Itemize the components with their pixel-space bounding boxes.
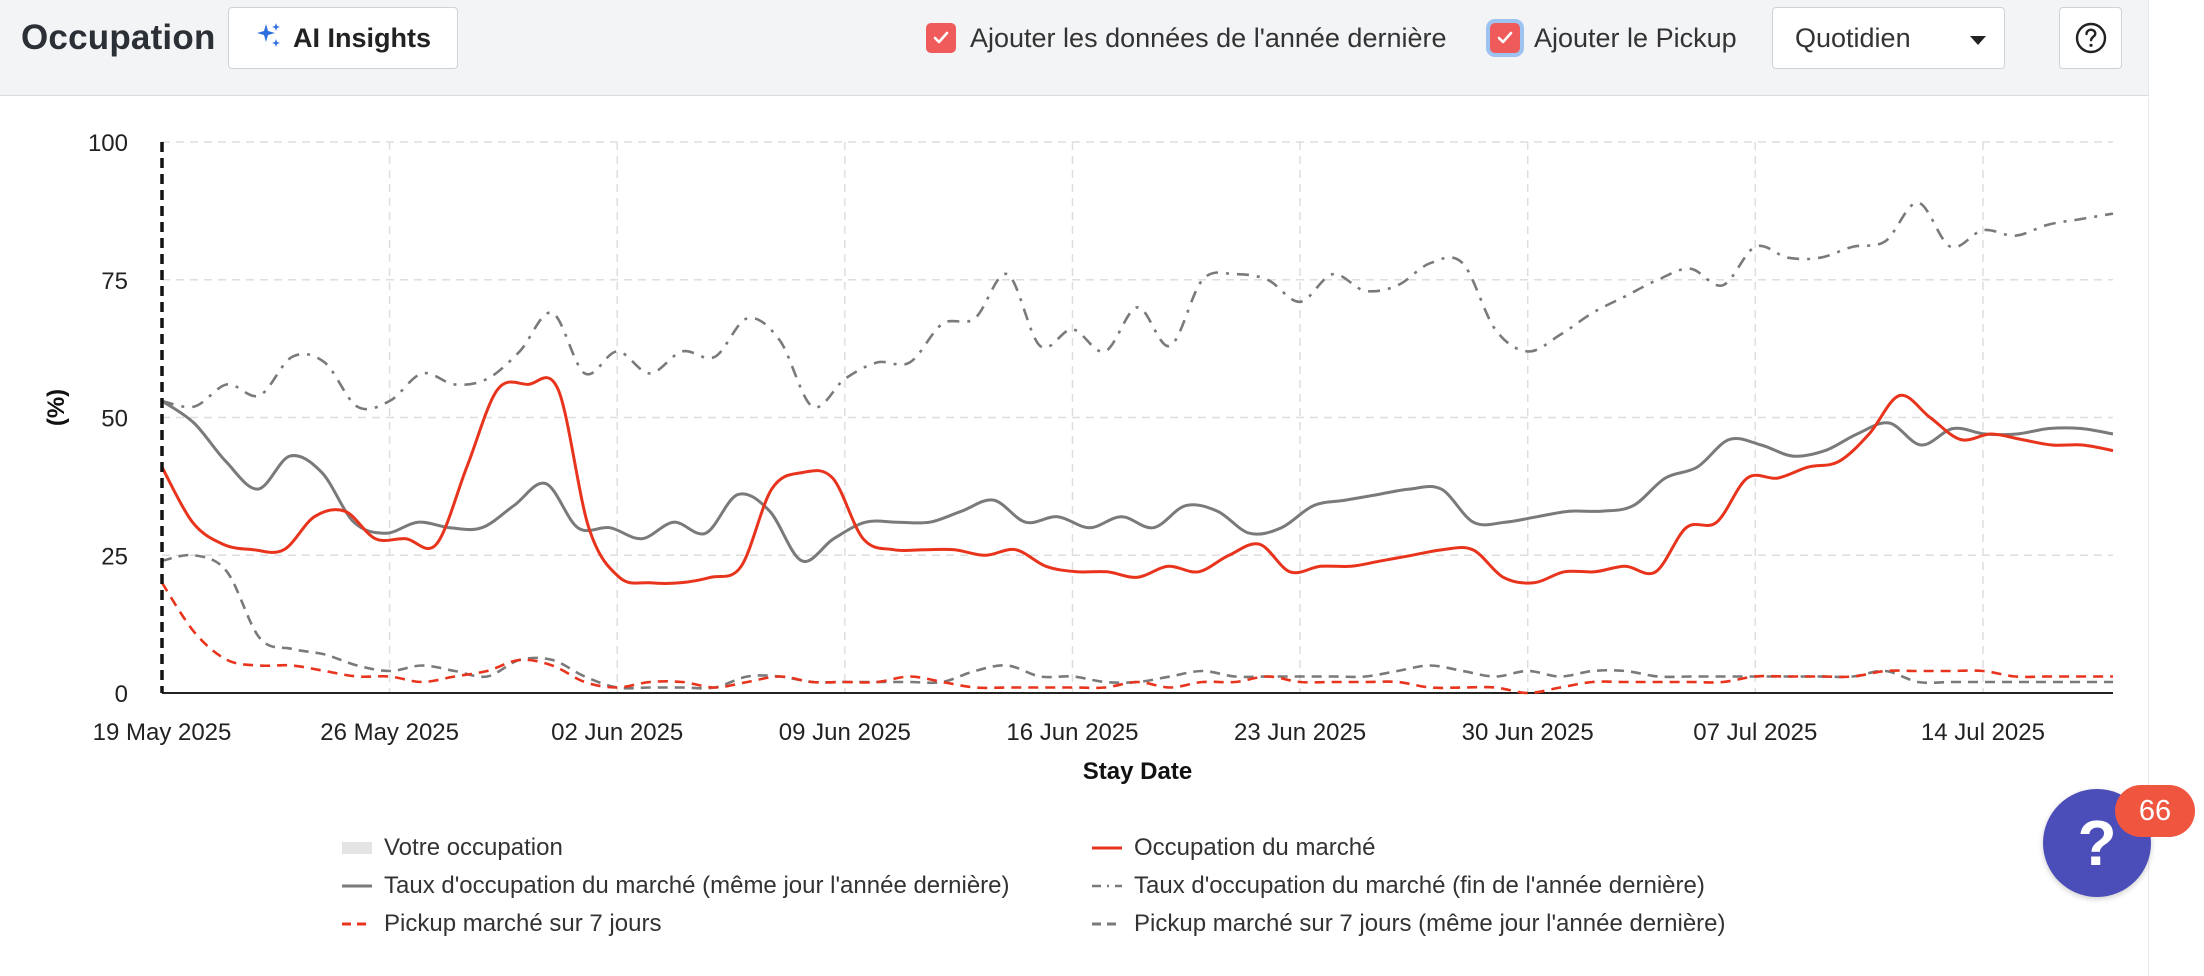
legend-label: Pickup marché sur 7 jours (même jour l'a… (1134, 910, 1726, 937)
checkbox-pickup[interactable]: Ajouter le Pickup (1490, 18, 1737, 58)
legend-item-occupation-marche[interactable]: Occupation du marché (1092, 834, 1375, 862)
x-axis-label: Stay Date (1083, 758, 1192, 785)
legend-label: Occupation du marché (1134, 834, 1376, 861)
legend-swatch-area (342, 842, 372, 854)
granularity-select-value: Quotidien (1795, 22, 1911, 53)
legend-label: Votre occupation (384, 834, 563, 861)
checkbox-pickup-box[interactable] (1490, 23, 1520, 53)
series-line-pickup-marche-sur-7-jours-meme-jour-l-annee-derniere (161, 553, 2113, 690)
legend-item-taux-meme-jour[interactable]: Taux d'occupation du marché (même jour l… (342, 872, 1010, 900)
x-tick-label: 09 Jun 2025 (779, 719, 911, 746)
ai-insights-button[interactable]: AI Insights (228, 7, 458, 69)
legend-swatch-dashed-red (342, 922, 372, 926)
series-line-taux-d-occupation-du-marche-meme-jour-l-annee-derniere (161, 399, 2114, 563)
series-line-occupation-du-marche (160, 376, 2114, 585)
x-tick-label: 30 Jun 2025 (1462, 719, 1594, 746)
y-tick-label: 75 (101, 268, 128, 295)
series-line-pickup-marche-sur-7-jours (160, 582, 2113, 695)
x-tick-label: 23 Jun 2025 (1234, 719, 1366, 746)
occupancy-chart: 0 25 50 75 100 19 May 2025 26 May 2025 02 Jun 2… (43, 130, 2114, 785)
legend-swatch-solid-red (1092, 846, 1122, 850)
y-axis-label: (%) (43, 389, 70, 426)
sparkles-icon (255, 21, 283, 56)
chart-area: 0 25 50 75 100 19 May 2025 26 May 2025 02 Jun 2… (0, 97, 2149, 976)
legend-label: Pickup marché sur 7 jours (384, 910, 662, 937)
legend-swatch-dashdot-gray (1092, 884, 1122, 888)
x-tick-label: 07 Jul 2025 (1693, 719, 1817, 746)
x-tick-label: 19 May 2025 (93, 719, 232, 746)
question-mark-icon: ? (2077, 807, 2117, 879)
question-circle-icon (2075, 22, 2106, 54)
checkbox-pickup-label: Ajouter le Pickup (1534, 22, 1737, 53)
notification-badge: 66 (2115, 785, 2195, 837)
y-tick-label: 0 (115, 681, 128, 708)
help-button[interactable] (2059, 7, 2122, 69)
x-tick-label: 02 Jun 2025 (551, 719, 683, 746)
y-tick-label: 100 (88, 130, 128, 157)
legend-item-votre-occupation[interactable]: Votre occupation (342, 834, 563, 862)
checkbox-last-year-label: Ajouter les données de l'année dernière (970, 22, 1447, 53)
page-title: Occupation (21, 18, 216, 57)
ai-insights-label: AI Insights (292, 22, 431, 53)
x-tick-label: 14 Jul 2025 (1921, 719, 2045, 746)
legend-item-pickup[interactable]: Pickup marché sur 7 jours (342, 910, 661, 938)
legend-label: Taux d'occupation du marché (même jour l… (384, 872, 1010, 899)
check-icon (933, 31, 949, 44)
y-tick-label: 25 (101, 543, 128, 570)
top-header: Occupation AI Insights Ajouter les donné… (0, 0, 2149, 96)
y-tick-label: 50 (101, 406, 128, 433)
legend-swatch-solid-gray (342, 884, 372, 888)
x-tick-label: 26 May 2025 (320, 719, 459, 746)
granularity-select[interactable]: Quotidien (1772, 7, 2005, 69)
legend-item-pickup-last-year[interactable]: Pickup marché sur 7 jours (même jour l'a… (1092, 910, 1726, 938)
legend-item-taux-fin[interactable]: Taux d'occupation du marché (fin de l'an… (1092, 872, 1705, 900)
legend-swatch-dashed-gray (1092, 922, 1122, 926)
x-tick-label: 16 Jun 2025 (1006, 719, 1138, 746)
legend-label: Taux d'occupation du marché (fin de l'an… (1134, 872, 1705, 899)
checkbox-last-year-box[interactable] (926, 23, 956, 53)
check-icon (1497, 31, 1513, 44)
series-line-taux-d-occupation-du-marche-fin-de-l-annee-derniere (161, 201, 2114, 411)
chevron-down-icon (1970, 36, 1986, 45)
checkbox-last-year[interactable]: Ajouter les données de l'année dernière (926, 18, 1447, 58)
